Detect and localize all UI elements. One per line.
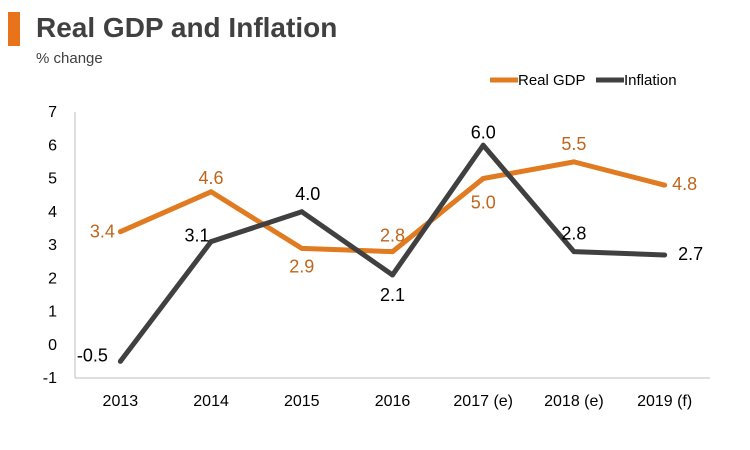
- data-point: [480, 176, 486, 181]
- axes: -1 0 1 2 3 4 5 6 7 2013 2014 2015 2016 2017 (e) 2018 (…: [43, 104, 710, 410]
- gdp-data-label: 4.8: [672, 174, 697, 194]
- x-tick-label: 2013: [103, 393, 139, 410]
- gdp-data-label: 5.5: [561, 134, 586, 154]
- inflation-data-label: -0.5: [77, 345, 108, 365]
- data-point: [208, 189, 214, 195]
- x-tick-label: 2017 (e): [453, 393, 513, 410]
- data-labels: 3.4 4.6 2.9 2.8 5.0 5.5 4.8 -0.5 3.1 4.0 2.1 6.0 2.8…: [77, 122, 703, 365]
- inflation-data-label: 6.0: [471, 122, 496, 142]
- inflation-data-label: 3.1: [185, 226, 210, 246]
- x-tick-label: 2018 (e): [544, 393, 604, 410]
- data-point: [571, 249, 577, 255]
- data-point: [390, 272, 395, 278]
- y-tick-label: 6: [48, 137, 57, 154]
- series-lines: [117, 142, 668, 364]
- inflation-data-label: 4.0: [295, 184, 320, 204]
- data-point: [662, 182, 668, 188]
- x-tick-label: 2019 (f): [637, 393, 692, 410]
- gdp-data-label: 5.0: [471, 193, 496, 213]
- legend-label: Real GDP: [518, 72, 586, 89]
- inflation-data-label: 2.7: [678, 244, 703, 264]
- data-point: [299, 245, 305, 251]
- data-point: [662, 252, 668, 258]
- x-tick-label: 2015: [284, 393, 320, 410]
- gdp-data-label: 3.4: [90, 222, 115, 242]
- y-tick-label: 1: [48, 304, 57, 321]
- data-point: [117, 358, 123, 364]
- chart-title: Real GDP and Inflation: [36, 12, 338, 43]
- chart-subtitle: % change: [36, 50, 103, 67]
- y-tick-label: 2: [48, 270, 57, 287]
- data-point: [117, 229, 123, 235]
- y-tick-label: 5: [48, 171, 57, 188]
- inflation-data-label: 2.1: [380, 285, 405, 305]
- y-tick-label: -1: [43, 370, 57, 387]
- gdp-data-label: 2.8: [380, 226, 405, 246]
- data-point: [299, 209, 305, 215]
- y-tick-label: 3: [48, 237, 57, 254]
- legend: Real GDP Inflation: [490, 72, 677, 89]
- gdp-data-label: 2.9: [289, 256, 314, 276]
- data-point: [571, 159, 577, 165]
- legend-label: Inflation: [624, 72, 677, 89]
- y-tick-label: 7: [48, 104, 57, 121]
- gdp-data-label: 4.6: [199, 168, 224, 188]
- title-accent-bar: [8, 12, 20, 46]
- y-tick-label: 4: [48, 204, 57, 221]
- x-tick-label: 2016: [375, 393, 411, 410]
- data-point: [390, 249, 395, 255]
- inflation-data-label: 2.8: [561, 224, 586, 244]
- x-tick-label: 2014: [193, 393, 229, 410]
- data-point: [480, 142, 486, 148]
- data-point: [208, 239, 214, 245]
- y-tick-label: 0: [48, 337, 57, 354]
